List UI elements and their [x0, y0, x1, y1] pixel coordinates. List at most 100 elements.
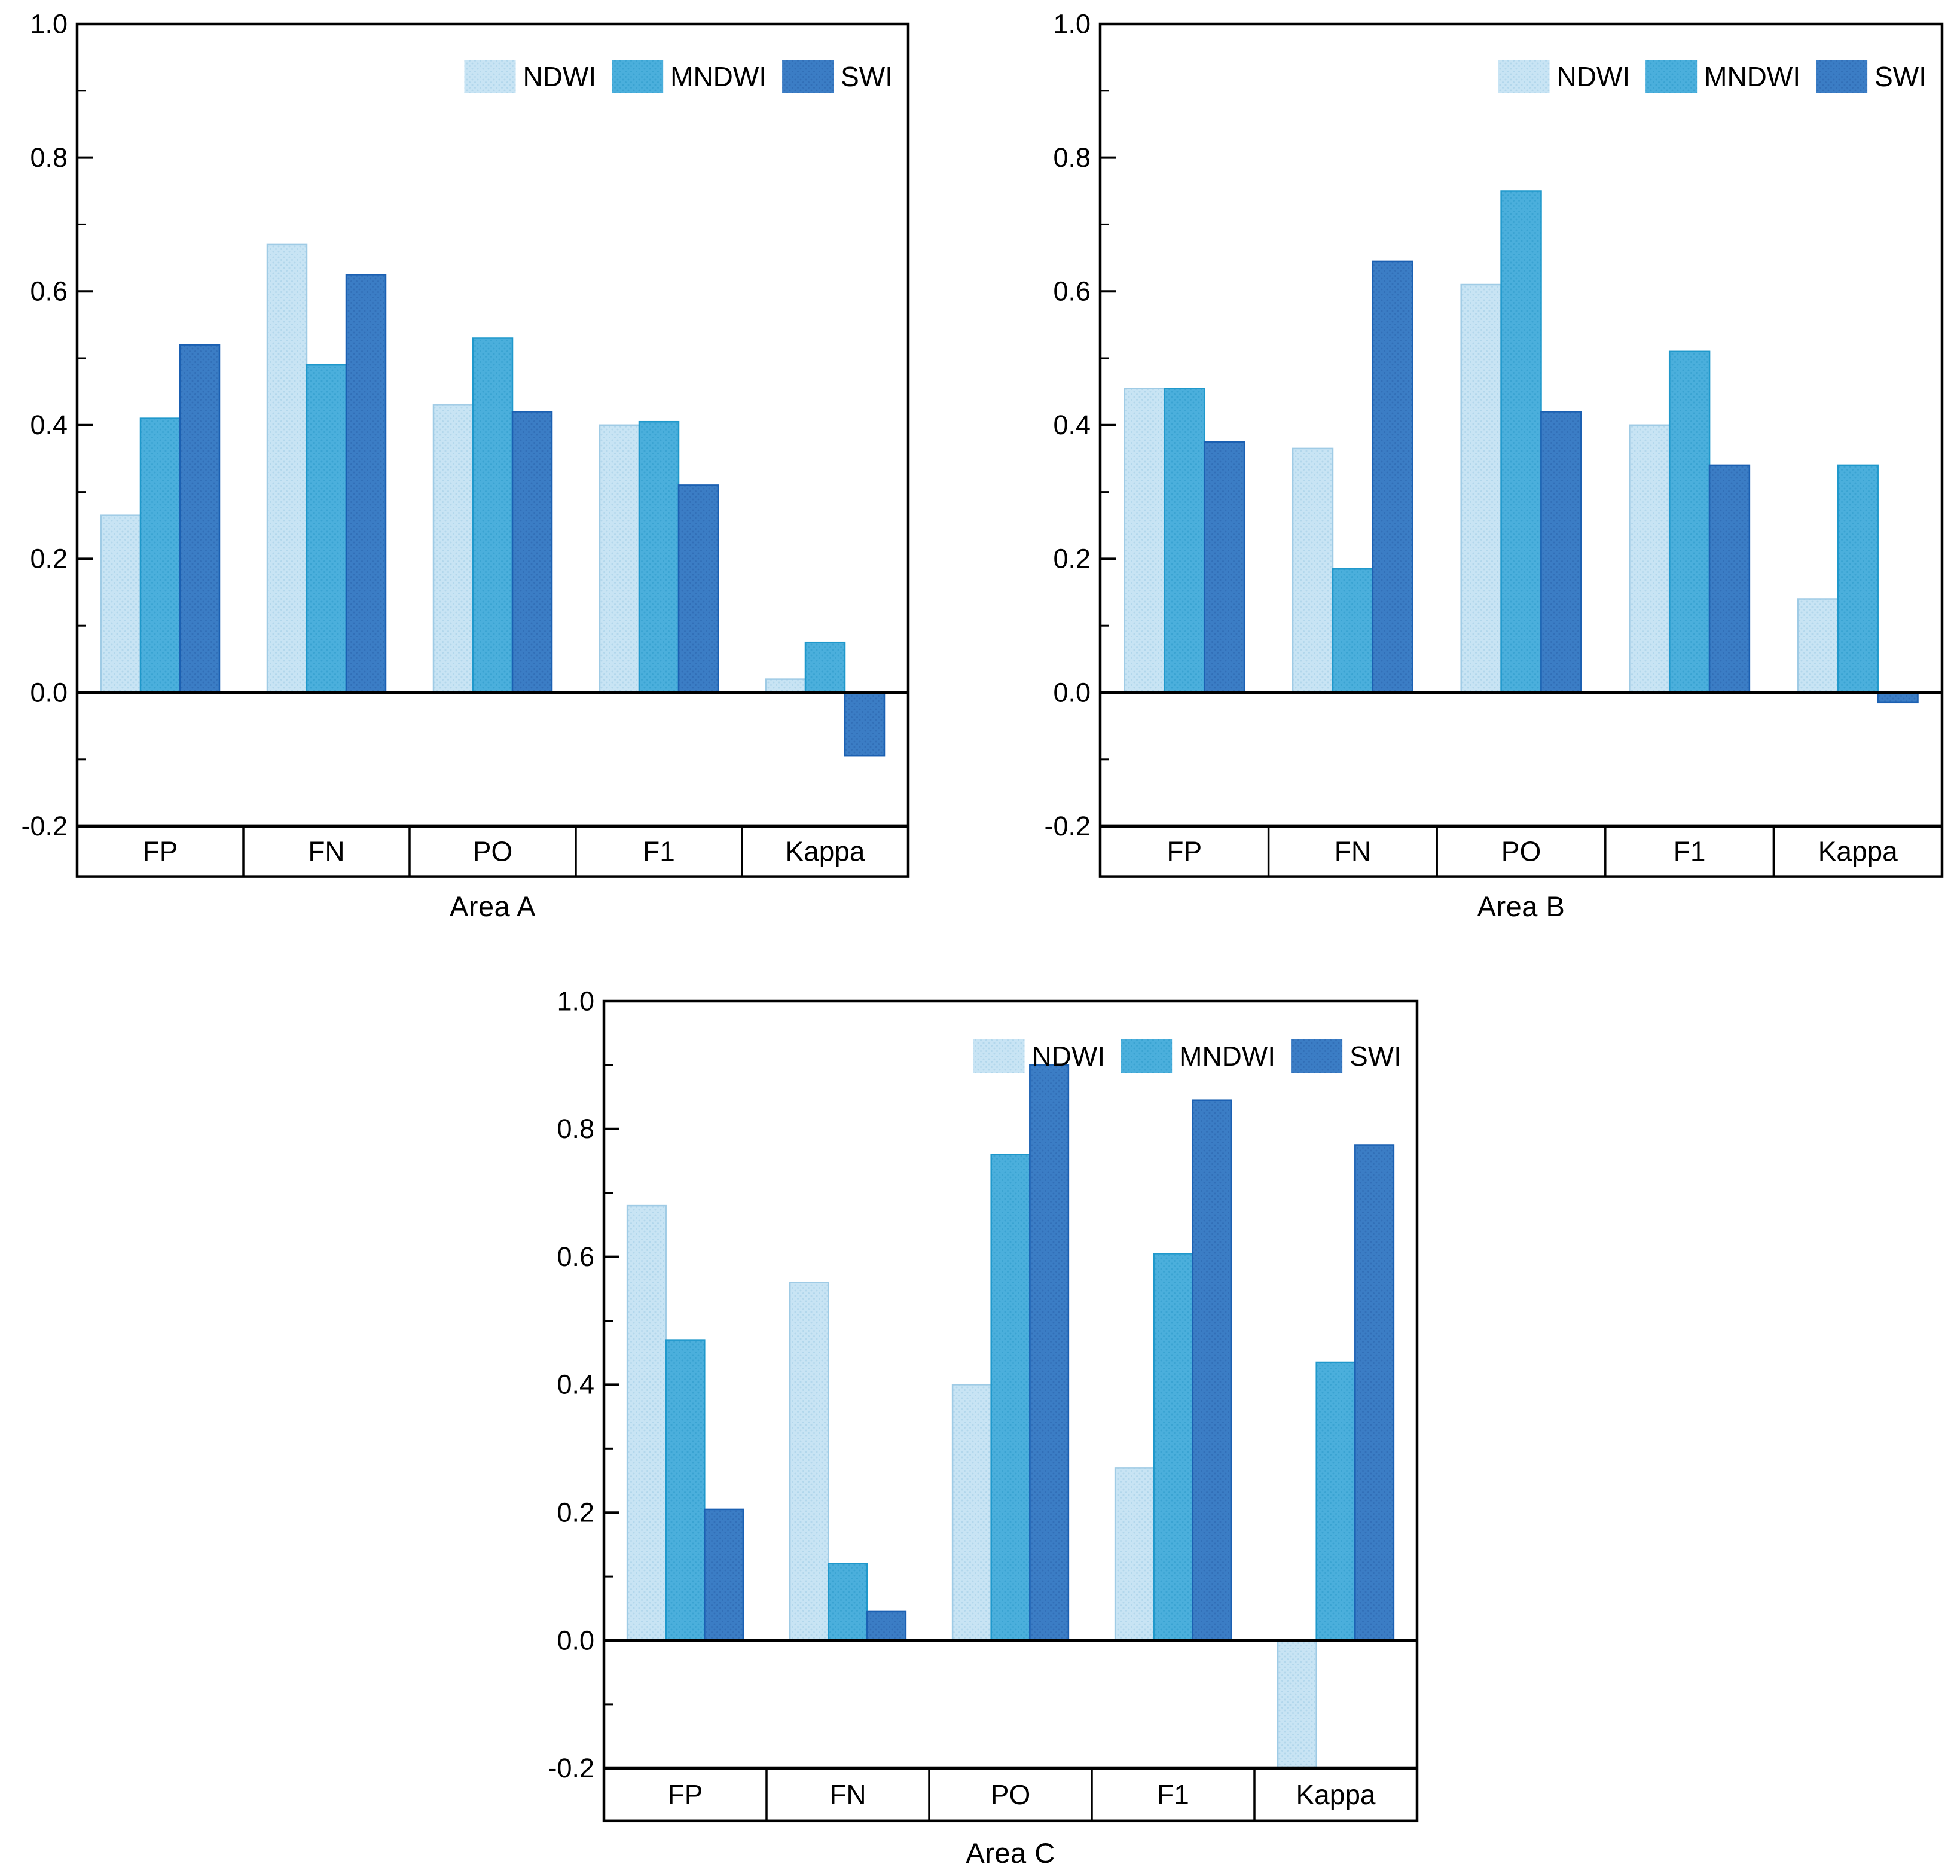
category-label-fp: FP	[668, 1779, 703, 1810]
category-label-po: PO	[1501, 836, 1541, 867]
bar-mndwi-po	[472, 337, 514, 694]
bar-swi-f1	[1192, 1099, 1232, 1642]
y-tick-label: 0.6	[30, 276, 68, 307]
category-label-fp: FP	[1167, 836, 1202, 867]
legend-label-mndwi: MNDWI	[1704, 61, 1800, 92]
bar-ndwi-po	[951, 1384, 992, 1642]
y-tick-label: 0.4	[30, 410, 68, 440]
bar-swi-f1	[677, 484, 719, 694]
y-tick-label: -0.2	[548, 1753, 594, 1783]
category-label-po: PO	[473, 836, 512, 867]
category-label-kappa: Kappa	[785, 836, 865, 867]
bar-mndwi-fp	[139, 417, 181, 694]
bar-swi-po	[1029, 1064, 1070, 1642]
legend-swatch-mndwi	[1645, 60, 1698, 93]
chart-area-b: FP FN PO F1 Kappa 1.0 0.8 0.6 0.4 0.2 0.0 -0.2 NDWI M…	[1044, 8, 1944, 878]
y-tick-label: 0.4	[557, 1369, 594, 1400]
bar-mndwi-f1	[638, 420, 680, 694]
category-label-kappa: Kappa	[1296, 1779, 1375, 1810]
legend-swatch-ndwi	[464, 60, 516, 93]
y-tick-label: 0.6	[1053, 276, 1091, 307]
legend-label-ndwi: NDWI	[1557, 61, 1631, 92]
y-tick-label: 1.0	[557, 986, 594, 1016]
bar-mndwi-po	[990, 1154, 1031, 1642]
legend-swatch-ndwi	[973, 1039, 1025, 1073]
category-label-fn: FN	[1335, 836, 1371, 867]
bar-swi-fp	[1203, 441, 1245, 694]
y-tick-label: 0.2	[557, 1497, 594, 1528]
plot-border	[602, 999, 1419, 1823]
legend-label-mndwi: MNDWI	[670, 61, 767, 92]
legend-label-swi: SWI	[1350, 1041, 1402, 1072]
bar-swi-po	[1540, 411, 1582, 694]
y-tick-label: -0.2	[21, 811, 68, 841]
bar-mndwi-kappa	[804, 641, 846, 694]
bar-ndwi-f1	[1629, 424, 1671, 694]
bar-ndwi-kappa	[1277, 1639, 1317, 1770]
category-label-kappa: Kappa	[1818, 836, 1898, 867]
y-tick-label: 0.4	[1053, 410, 1091, 440]
bar-mndwi-fn	[1332, 568, 1374, 694]
legend-swatch-ndwi	[1498, 60, 1550, 93]
y-tick-label: 0.0	[557, 1625, 594, 1655]
bar-mndwi-fn	[306, 364, 347, 694]
y-tick-label: 0.8	[557, 1114, 594, 1144]
chart-caption-area-a: Area A	[449, 890, 536, 922]
chart-area-a: FP FN PO F1 Kappa 1.0 0.8 0.6 0.4 0.2 0.0 -0.2 NDWI M…	[21, 8, 910, 878]
y-tick-label: 1.0	[30, 8, 68, 39]
y-tick-label: 0.2	[1053, 544, 1091, 574]
bar-mndwi-f1	[1668, 350, 1711, 694]
category-label-f1: F1	[643, 836, 675, 867]
category-label-fp: FP	[143, 836, 178, 867]
legend-label-swi: SWI	[1874, 61, 1927, 92]
chart-caption-area-b: Area B	[1477, 890, 1565, 922]
legend-label-mndwi: MNDWI	[1179, 1041, 1275, 1072]
category-label-fn: FN	[308, 836, 344, 867]
legend-swatch-mndwi	[1121, 1039, 1173, 1073]
bar-swi-fp	[179, 344, 221, 694]
bar-ndwi-fp	[626, 1204, 667, 1642]
bar-swi-fn	[866, 1610, 907, 1642]
y-tick-label: 0.0	[1053, 677, 1091, 707]
bar-ndwi-fn	[1292, 447, 1334, 694]
bar-swi-f1	[1708, 464, 1751, 694]
bar-mndwi-fp	[665, 1339, 706, 1642]
legend-label-swi: SWI	[841, 61, 893, 92]
y-tick-label: 0.8	[1053, 142, 1091, 173]
bar-mndwi-kappa	[1315, 1361, 1356, 1642]
category-label-fn: FN	[829, 1779, 866, 1810]
bar-mndwi-f1	[1153, 1253, 1193, 1642]
bar-ndwi-fn	[266, 243, 308, 694]
legend-label-ndwi: NDWI	[523, 61, 597, 92]
bar-ndwi-f1	[1114, 1467, 1155, 1642]
bar-ndwi-po	[432, 404, 474, 694]
bar-swi-kappa	[844, 691, 886, 757]
bar-swi-fn	[345, 274, 387, 694]
bar-mndwi-fp	[1164, 388, 1205, 694]
bar-swi-fp	[704, 1508, 744, 1642]
bar-mndwi-kappa	[1837, 464, 1879, 694]
y-tick-label: 0.0	[30, 677, 68, 707]
y-tick-label: -0.2	[1044, 811, 1091, 841]
bar-ndwi-kappa	[765, 678, 807, 694]
plot-border	[1098, 22, 1944, 878]
legend-swatch-swi	[1816, 60, 1868, 93]
category-label-po: PO	[991, 1779, 1030, 1810]
bar-swi-kappa	[1354, 1144, 1395, 1642]
bar-ndwi-kappa	[1797, 598, 1839, 694]
legend-swatch-swi	[1291, 1039, 1343, 1073]
y-tick-label: 0.8	[30, 142, 68, 173]
y-tick-label: 0.2	[30, 544, 68, 574]
plot-border	[75, 22, 910, 878]
legend-swatch-mndwi	[612, 60, 664, 93]
chart-caption-area-c: Area C	[966, 1837, 1055, 1869]
bar-swi-fn	[1372, 260, 1413, 694]
bar-ndwi-fp	[100, 514, 142, 694]
bar-mndwi-po	[1500, 190, 1542, 694]
bar-ndwi-po	[1460, 283, 1502, 694]
legend-label-ndwi: NDWI	[1032, 1041, 1106, 1072]
y-tick-label: 1.0	[1053, 8, 1091, 39]
bar-swi-kappa	[1877, 691, 1919, 704]
